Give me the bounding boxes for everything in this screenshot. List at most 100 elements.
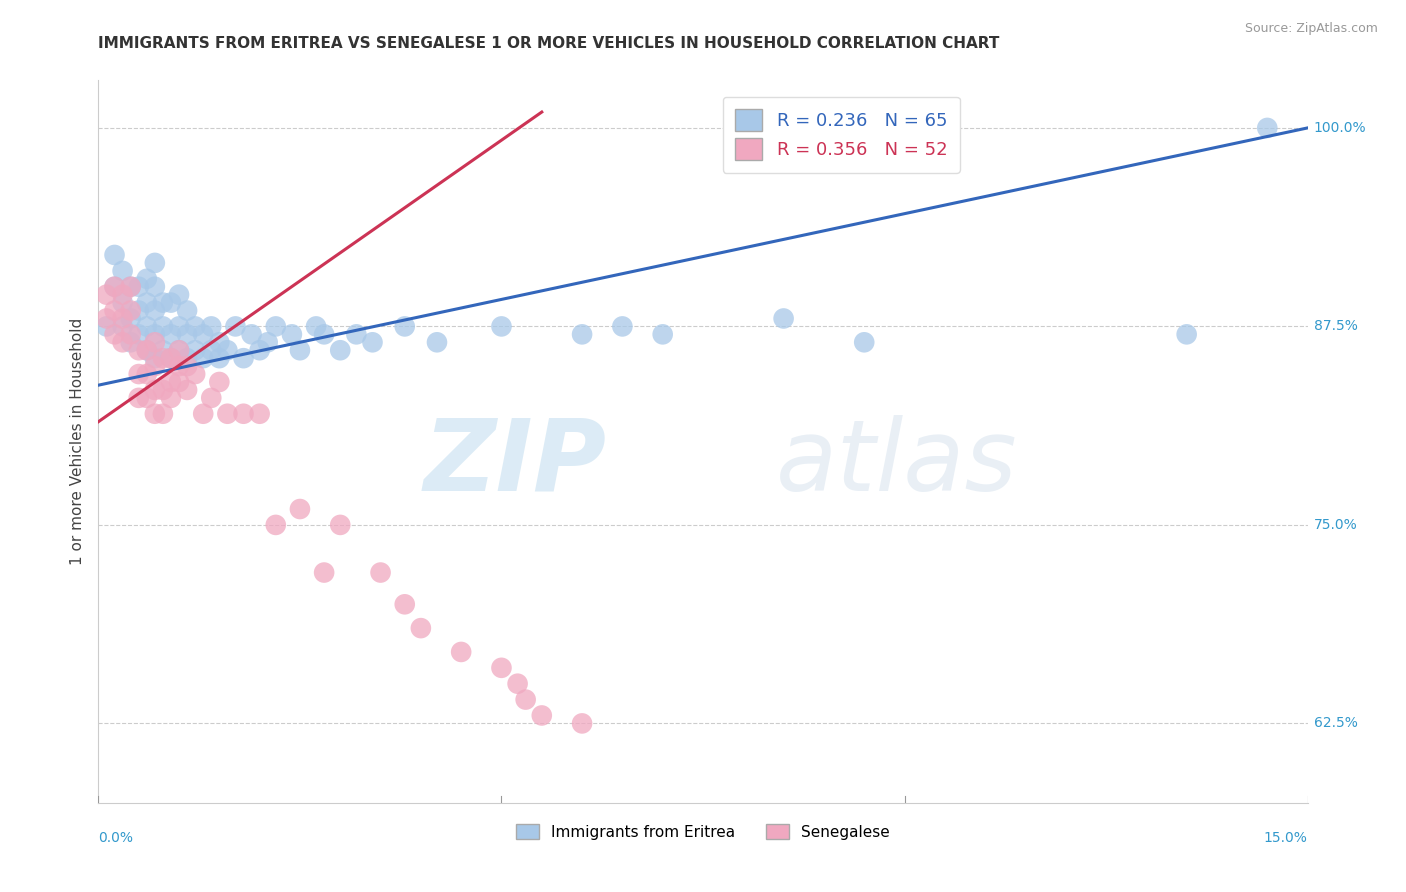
Text: 15.0%: 15.0%	[1264, 831, 1308, 846]
Point	[143, 359, 166, 373]
Point	[208, 351, 231, 366]
Point	[176, 303, 198, 318]
Text: 62.5%: 62.5%	[1313, 716, 1358, 731]
Point	[450, 645, 472, 659]
Point	[409, 621, 432, 635]
Point	[152, 295, 174, 310]
Point	[143, 383, 166, 397]
Point	[264, 319, 287, 334]
Point	[612, 319, 634, 334]
Point	[160, 391, 183, 405]
Text: atlas: atlas	[776, 415, 1017, 512]
Point	[128, 343, 150, 358]
Point	[1175, 327, 1198, 342]
Point	[160, 351, 183, 366]
Point	[96, 287, 118, 301]
Point	[394, 597, 416, 611]
Point	[176, 383, 198, 397]
Point	[135, 367, 157, 381]
Point	[491, 319, 513, 334]
Point	[128, 367, 150, 381]
Point	[111, 264, 134, 278]
Point	[288, 343, 311, 358]
Point	[135, 391, 157, 405]
Point	[111, 311, 134, 326]
Point	[96, 311, 118, 326]
Point	[152, 407, 174, 421]
Point	[103, 279, 125, 293]
Point	[217, 343, 239, 358]
Point	[772, 311, 794, 326]
Point	[264, 517, 287, 532]
Point	[111, 335, 134, 350]
Point	[167, 319, 190, 334]
Point	[103, 327, 125, 342]
Point	[120, 335, 142, 350]
Point	[96, 319, 118, 334]
Point	[344, 327, 367, 342]
Point	[120, 279, 142, 293]
Point	[167, 359, 190, 373]
Text: 75.0%: 75.0%	[1313, 518, 1357, 532]
Point	[160, 351, 183, 366]
Text: 100.0%: 100.0%	[1313, 121, 1367, 135]
Point	[103, 279, 125, 293]
Point	[152, 351, 174, 366]
Point	[217, 407, 239, 421]
Point	[506, 676, 529, 690]
Point	[160, 295, 183, 310]
Point	[361, 335, 384, 350]
Point	[515, 692, 537, 706]
Point	[651, 327, 673, 342]
Point	[426, 335, 449, 350]
Point	[281, 327, 304, 342]
Point	[167, 287, 190, 301]
Point	[853, 335, 876, 350]
Point	[314, 327, 336, 342]
Point	[103, 303, 125, 318]
Text: ZIP: ZIP	[423, 415, 606, 512]
Point	[135, 295, 157, 310]
Point	[200, 343, 222, 358]
Point	[128, 279, 150, 293]
Point	[143, 351, 166, 366]
Point	[135, 343, 157, 358]
Point	[208, 375, 231, 389]
Point	[143, 279, 166, 293]
Point	[305, 319, 328, 334]
Point	[143, 327, 166, 342]
Point	[143, 407, 166, 421]
Point	[193, 327, 215, 342]
Point	[167, 375, 190, 389]
Point	[111, 319, 134, 334]
Text: IMMIGRANTS FROM ERITREA VS SENEGALESE 1 OR MORE VEHICLES IN HOUSEHOLD CORRELATIO: IMMIGRANTS FROM ERITREA VS SENEGALESE 1 …	[98, 36, 1000, 51]
Point	[571, 716, 593, 731]
Point	[135, 272, 157, 286]
Point	[160, 375, 183, 389]
Point	[193, 407, 215, 421]
Point	[370, 566, 392, 580]
Text: Source: ZipAtlas.com: Source: ZipAtlas.com	[1244, 22, 1378, 36]
Point	[176, 359, 198, 373]
Point	[329, 343, 352, 358]
Point	[143, 335, 166, 350]
Point	[256, 335, 278, 350]
Point	[128, 327, 150, 342]
Point	[103, 248, 125, 262]
Point	[128, 303, 150, 318]
Point	[167, 343, 190, 358]
Point	[120, 311, 142, 326]
Point	[176, 327, 198, 342]
Point	[232, 351, 254, 366]
Point	[249, 343, 271, 358]
Point	[184, 367, 207, 381]
Point	[143, 256, 166, 270]
Point	[111, 295, 134, 310]
Point	[120, 279, 142, 293]
Point	[167, 343, 190, 358]
Text: 87.5%: 87.5%	[1313, 319, 1358, 334]
Point	[111, 287, 134, 301]
Point	[176, 351, 198, 366]
Point	[232, 407, 254, 421]
Point	[193, 351, 215, 366]
